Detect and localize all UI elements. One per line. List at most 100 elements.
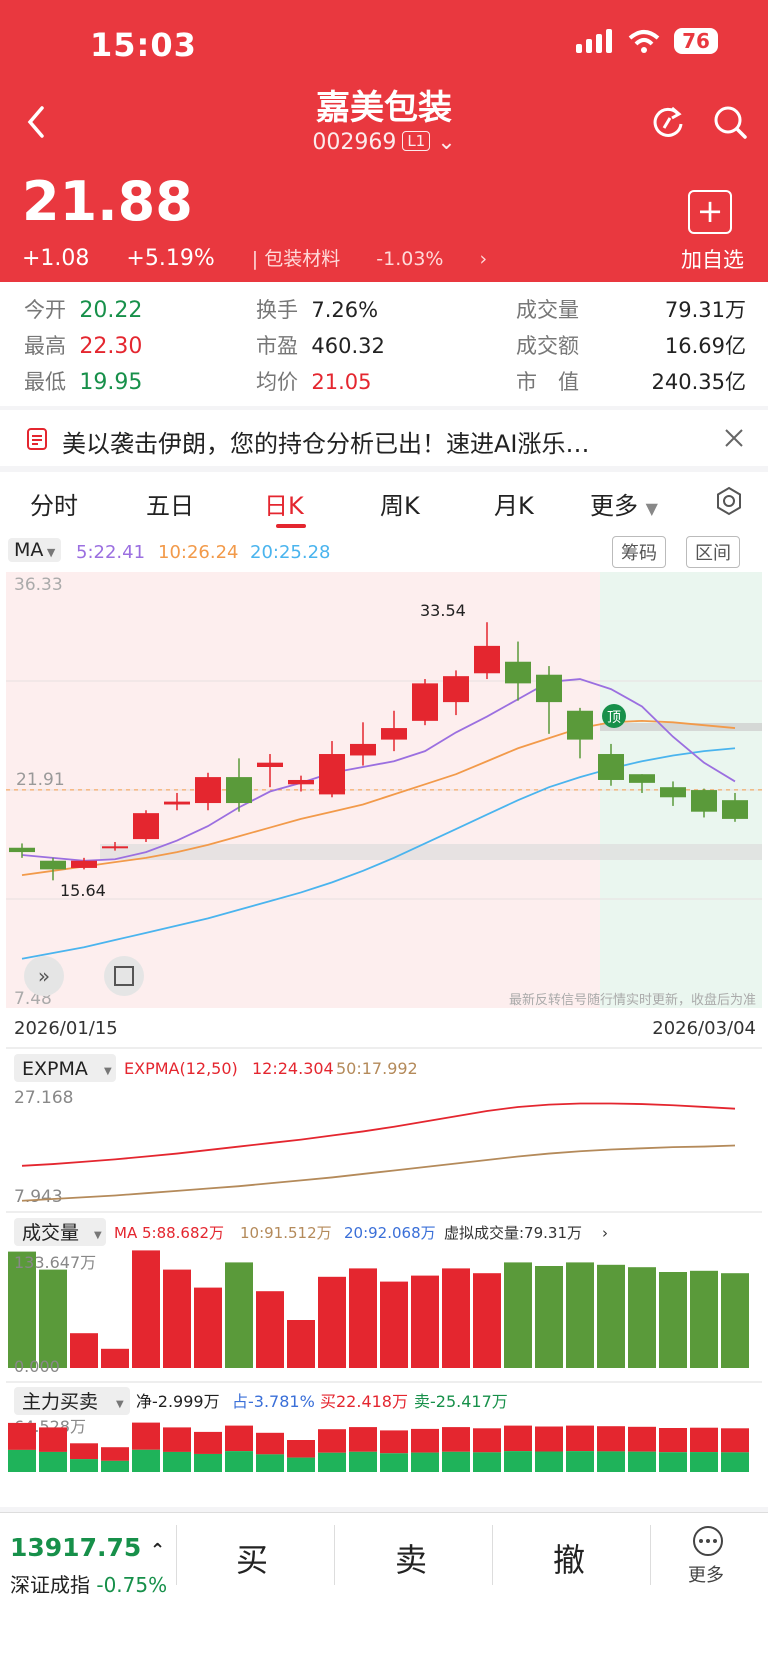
volume-ma10: 10:91.512万 xyxy=(240,1224,332,1242)
candle-body xyxy=(9,847,35,853)
current-price: 21.88 xyxy=(22,170,193,233)
volume-selector[interactable] xyxy=(14,1218,106,1246)
add-watchlist-button[interactable]: + xyxy=(688,190,732,234)
flow-buy-bar xyxy=(39,1427,67,1452)
candle-body xyxy=(350,743,376,756)
flow-sell-bar xyxy=(318,1452,346,1472)
search-icon[interactable] xyxy=(712,104,748,140)
news-text: 美以袭击伊朗，您的持仓分析已出！速进AI涨乐… xyxy=(62,430,590,458)
flow-net: 净-2.999万 xyxy=(136,1392,220,1411)
flow-sell-bar xyxy=(39,1451,67,1472)
chip-distribution-button[interactable]: 筹码 xyxy=(612,536,666,568)
volume-bar xyxy=(225,1262,253,1368)
volume-label: 成交量 xyxy=(22,1222,79,1244)
tab-intraday[interactable]: 分时 xyxy=(30,492,78,520)
active-tab-indicator xyxy=(276,524,306,528)
status-time: 15:03 xyxy=(90,26,197,64)
flow-buy-bar xyxy=(597,1426,625,1452)
sell-button[interactable]: 卖 xyxy=(395,1541,428,1579)
virtual-volume-chevron-icon: › xyxy=(602,1224,608,1242)
tab-weekly-k[interactable]: 周K xyxy=(380,492,420,520)
volume-bar xyxy=(504,1262,532,1368)
candle-body xyxy=(660,787,686,798)
expma50-line xyxy=(21,1144,736,1202)
divider xyxy=(176,1525,177,1585)
volume-bar xyxy=(473,1273,501,1368)
sector-name: 包装材料 xyxy=(264,248,341,270)
flow-sell-bar xyxy=(473,1452,501,1472)
flow-sell-bar xyxy=(690,1452,718,1472)
volume-bar xyxy=(318,1276,346,1368)
flow-buy-bar xyxy=(659,1428,687,1453)
high-price-label: 33.54 xyxy=(420,601,466,620)
expma-label: EXPMA xyxy=(22,1058,88,1080)
flow-buy-bar xyxy=(256,1432,284,1455)
add-watchlist-label[interactable]: 加自选 xyxy=(681,248,744,272)
candle-body xyxy=(629,774,655,783)
virtual-volume[interactable]: 虚拟成交量:79.31万 xyxy=(444,1224,582,1242)
volume-bar xyxy=(690,1270,718,1368)
more-icon[interactable] xyxy=(692,1525,724,1557)
refresh-icon[interactable] xyxy=(650,104,686,140)
chart-area: 36.33 7.48 21.91 33.54 15.64 最新反转信号随行情实时… xyxy=(0,572,768,1507)
volume-bar xyxy=(287,1320,315,1368)
news-banner[interactable]: 美以袭击伊朗，您的持仓分析已出！速进AI涨乐… xyxy=(0,410,768,466)
volume-ma5: MA 5:88.682万 xyxy=(114,1224,224,1242)
flow-buy-bar xyxy=(318,1429,346,1453)
flow-sell-bar xyxy=(597,1451,625,1472)
buy-button[interactable]: 买 xyxy=(236,1541,269,1579)
settings-icon[interactable] xyxy=(714,486,744,516)
fullscreen-icon[interactable] xyxy=(104,956,144,996)
tab-monthly-k[interactable]: 月K xyxy=(494,492,534,520)
expand-left-icon[interactable] xyxy=(24,956,64,996)
divider xyxy=(334,1525,335,1585)
flow-selector[interactable] xyxy=(14,1387,130,1415)
kline-top-value: 36.33 xyxy=(14,575,63,595)
stock-charts[interactable]: 36.33 7.48 21.91 33.54 15.64 最新反转信号随行情实时… xyxy=(0,572,768,1507)
tab-daily-k[interactable]: 日K xyxy=(264,492,304,520)
stock-code-row[interactable]: 002969 L1 ⌄ xyxy=(0,130,768,155)
stock-header: 15:03 76 嘉美包装 002969 L1 ⌄ 21.88 +1.08 +5.… xyxy=(0,0,768,282)
flow-dropdown-icon: ▼ xyxy=(116,1399,124,1410)
more-label[interactable]: 更多 xyxy=(688,1565,724,1586)
candle-body xyxy=(505,661,531,684)
tab-more[interactable]: 更多 ▼ xyxy=(590,492,658,520)
current-price-line-label: 21.91 xyxy=(16,770,65,790)
top-signal-badge xyxy=(602,704,626,728)
flow-sell-bar xyxy=(132,1449,160,1472)
status-icons: 76 xyxy=(574,28,718,54)
stock-code: 002969 xyxy=(312,130,397,155)
date-end: 2026/03/04 xyxy=(652,1018,756,1039)
tab-five-day[interactable]: 五日 xyxy=(146,492,194,520)
back-icon[interactable] xyxy=(24,104,48,140)
ma20-value: 20:25.28 xyxy=(250,542,331,563)
candle-body xyxy=(226,777,252,804)
range-button[interactable]: 区间 xyxy=(686,536,740,568)
candle-body xyxy=(412,683,438,721)
change-row: +1.08 +5.19% | 包装材料 -1.03% › xyxy=(22,244,517,271)
candle-body xyxy=(691,790,717,812)
index-value-row[interactable]: 13917.75 ⌃ xyxy=(10,1533,165,1562)
expma-12-value: 12:24.304 xyxy=(252,1059,334,1078)
expand-left-glyph: » xyxy=(38,964,50,988)
battery-icon: 76 xyxy=(674,28,718,54)
expma-selector[interactable] xyxy=(14,1054,116,1082)
flow-ratio: 占-3.781% xyxy=(232,1392,315,1411)
candle-body xyxy=(443,676,469,703)
flow-sell-bar xyxy=(566,1451,594,1472)
index-change: -0.75% xyxy=(96,1573,168,1597)
signal-note: 最新反转信号随行情实时更新，收盘后为准 xyxy=(509,992,756,1008)
flow-sell-bar xyxy=(256,1454,284,1472)
volume-bar xyxy=(39,1269,67,1368)
ma-selector[interactable]: MA ▼ xyxy=(8,538,62,562)
flow-sell-bar xyxy=(349,1451,377,1472)
wifi-icon xyxy=(628,30,660,53)
bottom-trade-bar: 13917.75 ⌃ 深证成指 -0.75% 买 卖 撤 更多 xyxy=(0,1512,768,1663)
cancel-order-button[interactable]: 撤 xyxy=(553,1541,586,1579)
sector-link[interactable]: | 包装材料 -1.03% › xyxy=(251,248,488,270)
flow-buy-bar xyxy=(225,1425,253,1452)
close-icon[interactable] xyxy=(724,428,744,448)
flow-buy-bar xyxy=(8,1422,36,1450)
dropdown-icon: ▼ xyxy=(645,499,658,518)
volume-bar xyxy=(566,1262,594,1368)
